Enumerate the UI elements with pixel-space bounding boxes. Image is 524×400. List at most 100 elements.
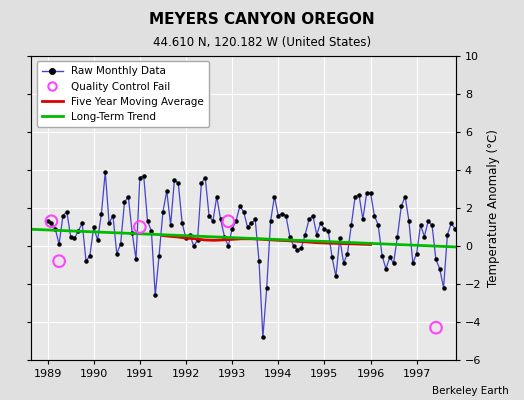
- Point: [278, 210, 286, 217]
- Point: [97, 210, 106, 217]
- Point: [363, 190, 371, 196]
- Point: [193, 237, 202, 244]
- Point: [386, 254, 394, 261]
- Point: [185, 231, 194, 238]
- Point: [55, 241, 63, 247]
- Point: [228, 226, 236, 232]
- Legend: Raw Monthly Data, Quality Control Fail, Five Year Moving Average, Long-Term Tren: Raw Monthly Data, Quality Control Fail, …: [37, 61, 209, 127]
- Point: [239, 209, 248, 215]
- Point: [247, 220, 256, 226]
- Point: [412, 250, 421, 257]
- Point: [332, 273, 340, 280]
- Point: [366, 190, 375, 196]
- Point: [255, 258, 263, 264]
- Point: [90, 224, 98, 230]
- Point: [312, 231, 321, 238]
- Point: [93, 237, 102, 244]
- Point: [351, 193, 359, 200]
- Point: [113, 250, 121, 257]
- Point: [316, 220, 325, 226]
- Point: [289, 243, 298, 249]
- Point: [358, 216, 367, 222]
- Text: 44.610 N, 120.182 W (United States): 44.610 N, 120.182 W (United States): [153, 36, 371, 49]
- Point: [266, 218, 275, 224]
- Point: [263, 285, 271, 291]
- Point: [174, 180, 182, 186]
- Point: [216, 216, 225, 222]
- Point: [301, 231, 309, 238]
- Point: [109, 212, 117, 219]
- Point: [78, 220, 86, 226]
- Point: [347, 222, 355, 228]
- Point: [335, 235, 344, 242]
- Point: [105, 220, 113, 226]
- Point: [328, 254, 336, 261]
- Point: [144, 218, 152, 224]
- Point: [324, 228, 332, 234]
- Point: [297, 245, 305, 251]
- Point: [67, 233, 75, 240]
- Point: [201, 174, 210, 181]
- Point: [340, 260, 348, 266]
- Point: [420, 233, 429, 240]
- Point: [162, 188, 171, 194]
- Point: [136, 224, 144, 230]
- Point: [139, 172, 148, 179]
- Point: [51, 226, 59, 232]
- Point: [274, 212, 282, 219]
- Point: [355, 192, 363, 198]
- Point: [243, 224, 252, 230]
- Point: [220, 233, 228, 240]
- Point: [101, 169, 110, 175]
- Point: [224, 218, 233, 224]
- Point: [309, 212, 317, 219]
- Point: [151, 292, 159, 298]
- Point: [440, 285, 448, 291]
- Point: [205, 212, 213, 219]
- Point: [374, 222, 383, 228]
- Point: [435, 266, 444, 272]
- Point: [405, 218, 413, 224]
- Point: [232, 218, 240, 224]
- Point: [128, 230, 136, 236]
- Point: [401, 193, 409, 200]
- Point: [62, 209, 71, 215]
- Point: [389, 260, 398, 266]
- Point: [55, 258, 63, 264]
- Y-axis label: Temperature Anomaly (°C): Temperature Anomaly (°C): [487, 129, 500, 287]
- Point: [393, 233, 401, 240]
- Point: [182, 235, 190, 242]
- Point: [74, 228, 83, 234]
- Point: [155, 252, 163, 259]
- Point: [305, 216, 313, 222]
- Point: [147, 228, 156, 234]
- Text: MEYERS CANYON OREGON: MEYERS CANYON OREGON: [149, 12, 375, 27]
- Point: [343, 250, 352, 257]
- Point: [47, 218, 56, 224]
- Point: [236, 203, 244, 209]
- Point: [43, 218, 52, 224]
- Point: [121, 199, 129, 206]
- Point: [451, 226, 460, 232]
- Point: [381, 266, 390, 272]
- Point: [116, 241, 125, 247]
- Point: [282, 212, 290, 219]
- Point: [432, 256, 440, 262]
- Point: [70, 235, 79, 242]
- Point: [416, 222, 424, 228]
- Point: [59, 212, 67, 219]
- Point: [428, 222, 436, 228]
- Point: [259, 334, 267, 340]
- Point: [286, 233, 294, 240]
- Point: [432, 324, 440, 331]
- Point: [424, 218, 432, 224]
- Point: [213, 193, 221, 200]
- Point: [178, 220, 187, 226]
- Point: [447, 220, 455, 226]
- Point: [209, 218, 217, 224]
- Point: [132, 256, 140, 262]
- Point: [251, 216, 259, 222]
- Point: [397, 203, 406, 209]
- Point: [167, 222, 175, 228]
- Point: [378, 252, 386, 259]
